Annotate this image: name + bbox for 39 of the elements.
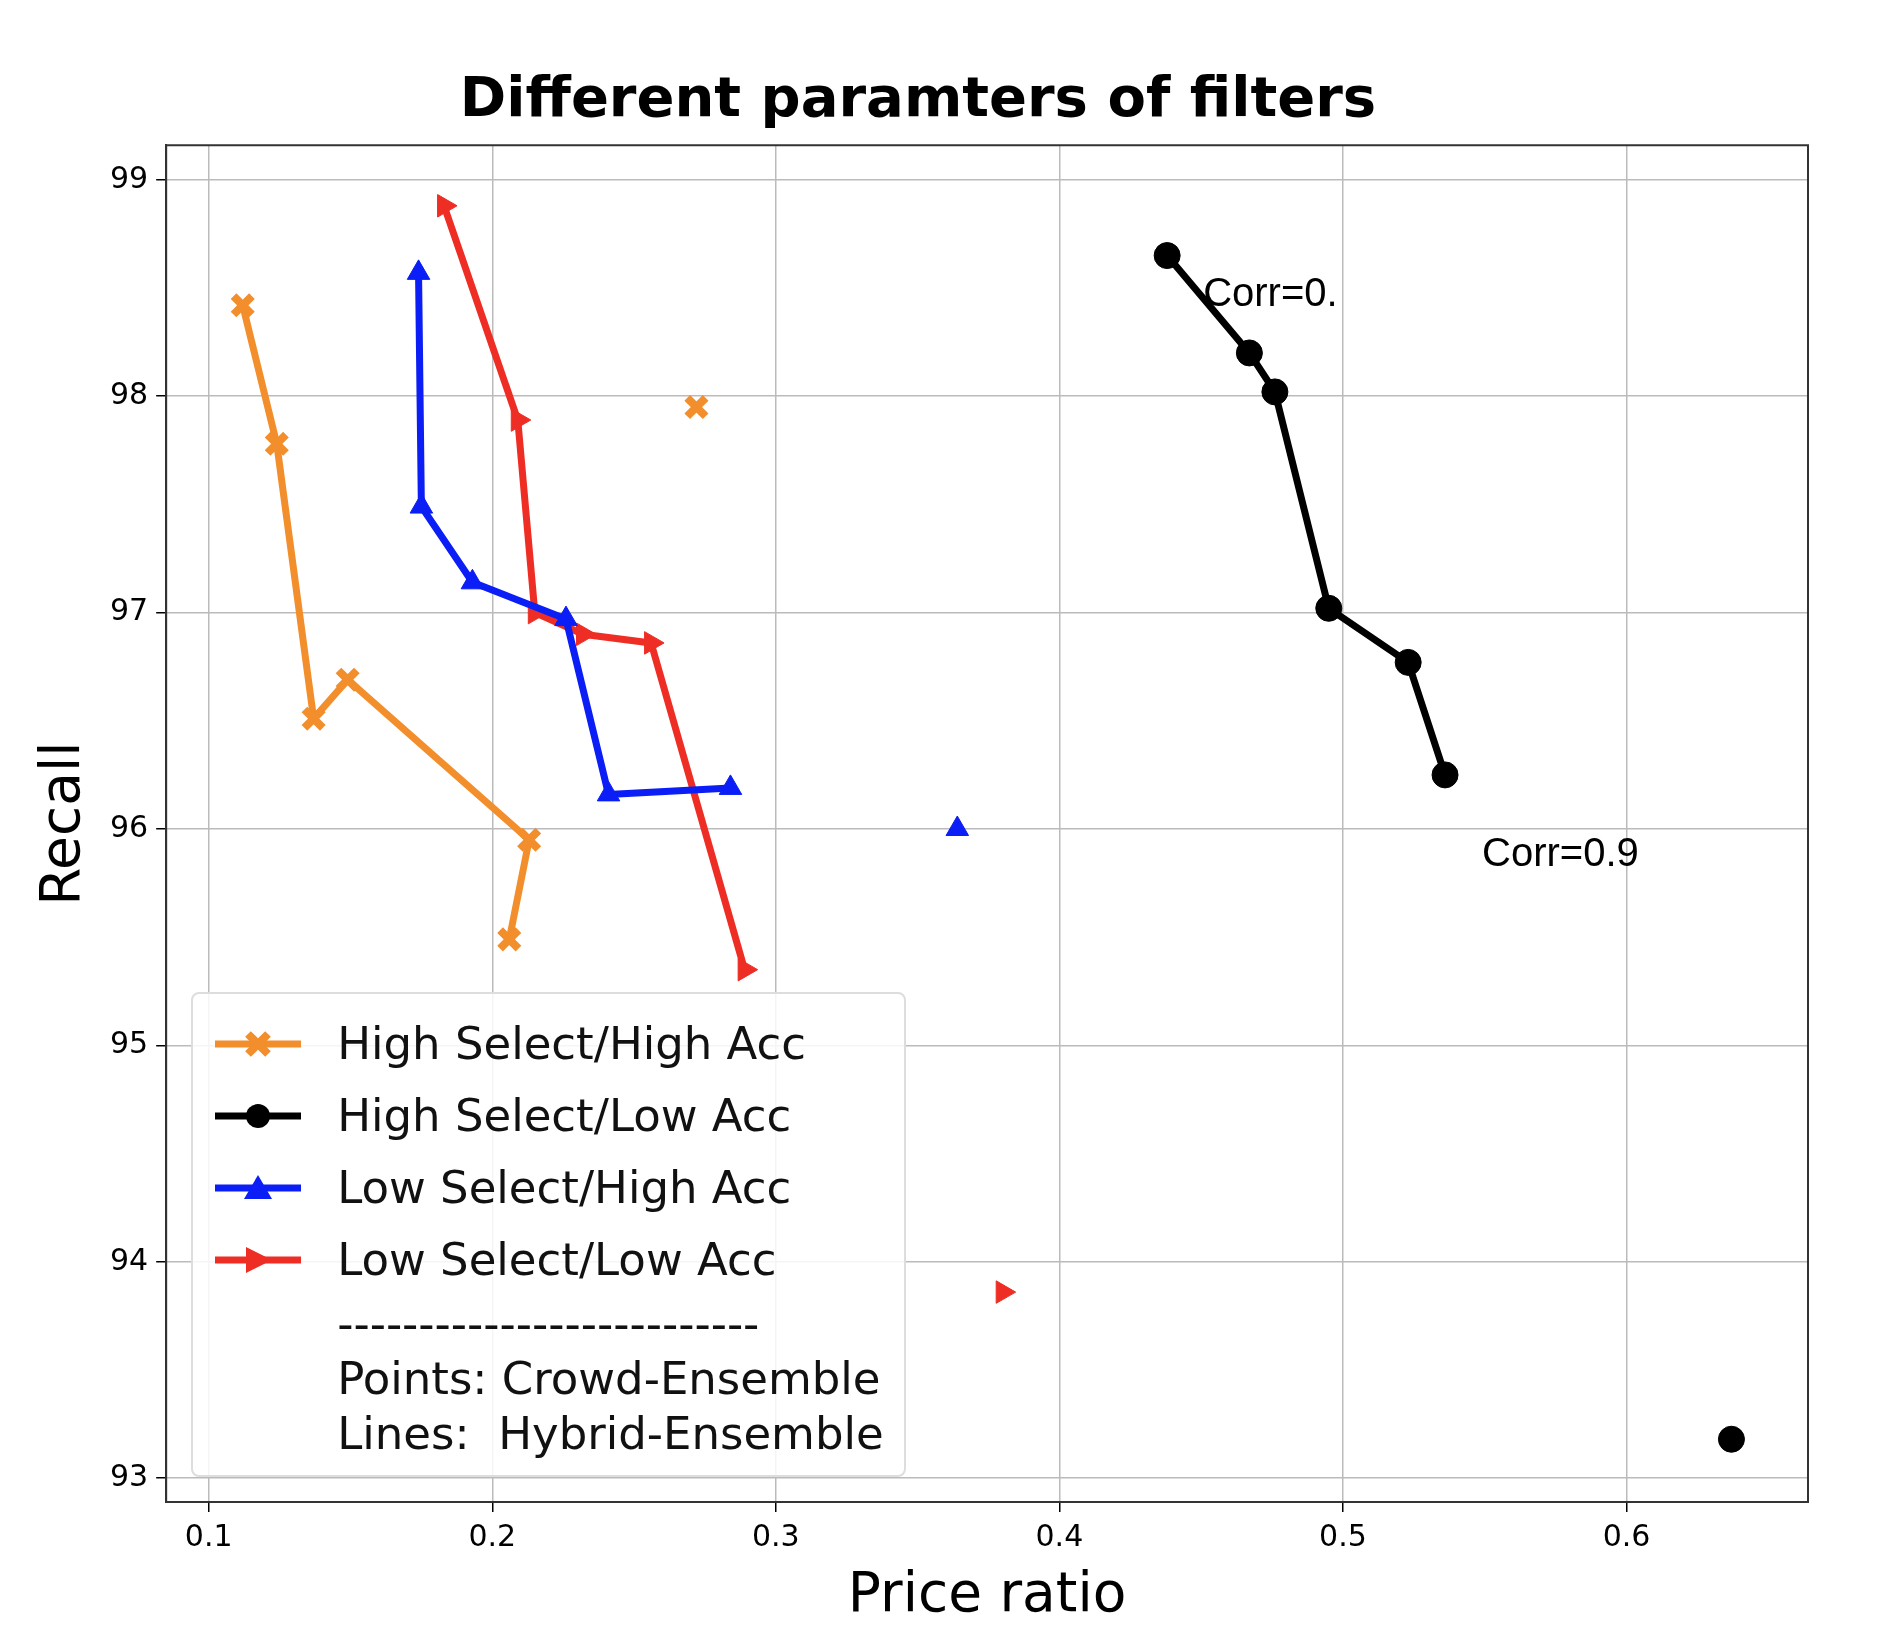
point [1235, 339, 1263, 367]
point [229, 292, 256, 319]
y-tick-label: 93 [109, 1457, 149, 1493]
legend-label: Low Select/High Acc [337, 1160, 792, 1216]
point [496, 926, 523, 953]
x-tick-label: 0.4 [1035, 1517, 1084, 1553]
legend-label: Low Select/Low Acc [337, 1232, 777, 1288]
point [334, 666, 361, 693]
point [683, 393, 710, 421]
x-axis-title: Price ratio [847, 1560, 1127, 1625]
y-axis-title: Recall [28, 741, 93, 906]
y-tick-label: 98 [109, 376, 149, 412]
y-tick-label: 96 [109, 808, 149, 844]
y-tick-label: 95 [109, 1025, 149, 1061]
annotation: Corr=0.9 [1482, 829, 1639, 874]
x-tick-label: 0.1 [184, 1517, 233, 1553]
point [1717, 1425, 1745, 1453]
x-tick-label: 0.2 [468, 1517, 517, 1553]
point [515, 826, 543, 854]
x-tick-label: 0.5 [1319, 1517, 1367, 1553]
x-tick-label: 0.6 [1602, 1517, 1651, 1553]
chart-title: Different paramters of filters [459, 64, 1377, 130]
legend-label: High Select/High Acc [337, 1016, 807, 1072]
point [1315, 594, 1343, 622]
point [263, 430, 290, 458]
point [1261, 378, 1289, 406]
annotation: Corr=0. [1203, 269, 1338, 314]
point [1431, 761, 1459, 789]
annotation: Lines: Hybrid-Ensemble [336, 1406, 884, 1461]
y-tick-label: 99 [109, 159, 149, 195]
point [300, 705, 327, 732]
y-tick-label: 94 [109, 1241, 149, 1277]
x-tick-label: 0.3 [751, 1517, 800, 1553]
legend-label: High Select/Low Acc [337, 1088, 792, 1144]
y-tick-label: 97 [109, 592, 149, 628]
annotation: Points: Crowd-Ensemble [336, 1351, 882, 1406]
point [1394, 648, 1422, 676]
annotation: -------------------------- [336, 1296, 761, 1351]
point [1153, 242, 1181, 270]
